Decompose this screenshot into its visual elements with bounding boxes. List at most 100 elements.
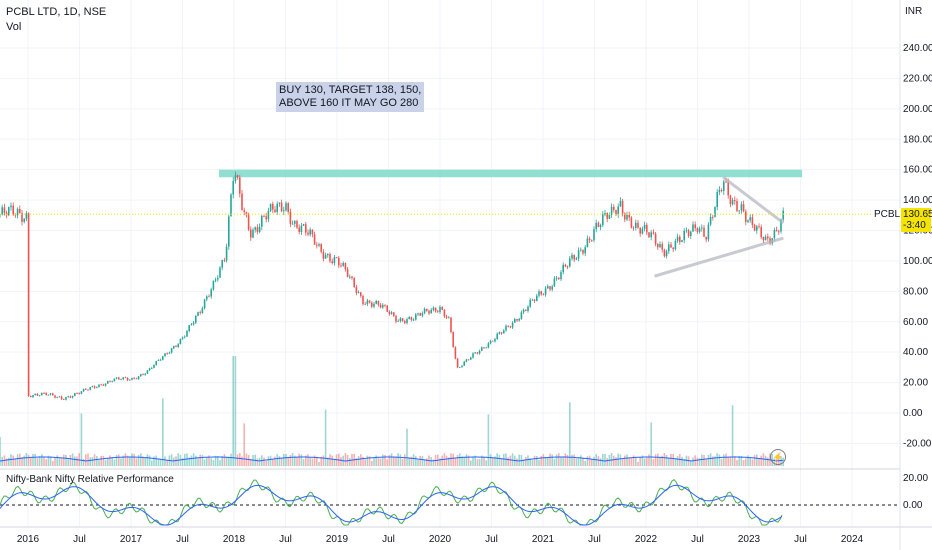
- volume-bar: [300, 454, 303, 466]
- volume-bar: [738, 455, 740, 466]
- volume-bar: [177, 453, 179, 466]
- triangle-lower-line[interactable]: [654, 236, 784, 278]
- candle-body: [294, 221, 296, 224]
- candle-body: [25, 213, 28, 219]
- volume-bar: [692, 457, 694, 466]
- volume-bar: [217, 456, 219, 466]
- volume-bar: [331, 455, 333, 466]
- candle-body: [588, 238, 591, 240]
- candle-body: [665, 251, 668, 257]
- symbol-title[interactable]: PCBL LTD, 1D, NSE: [6, 6, 107, 18]
- candle-body: [668, 244, 670, 252]
- candle-body: [140, 374, 142, 377]
- indicator-axis[interactable]: 20.00 0.00: [903, 473, 928, 511]
- candle-body: [597, 222, 600, 228]
- x-tick-label: Jul: [73, 534, 86, 545]
- volume-bar: [626, 454, 628, 466]
- volume-bar: [681, 456, 683, 466]
- candle-body: [157, 360, 160, 361]
- volume-bar: [76, 456, 78, 466]
- candle-body: [555, 277, 558, 279]
- volume-bar: [54, 457, 56, 466]
- candle-body: [426, 308, 428, 311]
- volume-bar: [153, 456, 155, 466]
- y-tick-label: 140.00: [903, 195, 932, 206]
- candle-body: [626, 214, 628, 220]
- volume-bar: [225, 456, 228, 466]
- indicator-line-blue: [0, 484, 783, 526]
- candle-body: [1, 207, 3, 215]
- candle-body: [210, 289, 212, 297]
- candle-body: [478, 350, 481, 354]
- candle-body: [241, 193, 243, 211]
- candle-body: [228, 216, 230, 247]
- candle-body: [208, 296, 210, 298]
- volume-bar: [131, 453, 133, 466]
- candle-body: [780, 219, 782, 232]
- volume-bar: [327, 457, 329, 466]
- x-tick-label: Jul: [794, 534, 807, 545]
- volume-bar: [419, 455, 421, 466]
- x-tick-label: 2020: [429, 534, 452, 545]
- volume-bar: [203, 459, 206, 466]
- candle-body: [399, 318, 402, 321]
- volume-bar: [14, 459, 17, 466]
- volume-bar: [201, 454, 204, 466]
- volume-bar: [1, 456, 3, 466]
- candle-body: [203, 299, 206, 309]
- candle-body: [36, 393, 39, 396]
- candle-body: [646, 224, 648, 233]
- volume-label[interactable]: Vol: [6, 21, 22, 33]
- candle-body: [179, 338, 182, 345]
- volume-bar: [170, 454, 173, 466]
- volume-bar: [547, 457, 549, 466]
- volume-bar: [126, 455, 129, 466]
- candle-body: [701, 227, 703, 229]
- volume-bar: [0, 437, 1, 466]
- volume-bar: [318, 461, 320, 466]
- candle-body: [654, 233, 657, 244]
- candle-body: [250, 229, 252, 238]
- volume-bar: [294, 455, 296, 466]
- candle-body: [272, 203, 274, 210]
- trade-annotation[interactable]: BUY 130, TARGET 138, 150, ABOVE 160 IT M…: [276, 82, 425, 112]
- candle-body: [386, 305, 388, 312]
- volume-bar: [723, 454, 725, 466]
- volume-bar: [712, 456, 714, 466]
- lightning-icon[interactable]: ⚡: [770, 449, 786, 465]
- x-tick-label: 2024: [841, 534, 864, 545]
- y-tick-label: 100.00: [903, 256, 932, 267]
- candle-body: [38, 395, 41, 397]
- indicator-label[interactable]: Nifty-Bank Nifty Relative Performance: [6, 474, 174, 485]
- volume-bar: [377, 457, 380, 466]
- candle-body: [679, 236, 681, 243]
- candle-body: [58, 396, 61, 398]
- candle-body: [692, 224, 694, 232]
- price-axis[interactable]: 240.00220.00200.00180.00160.00140.00120.…: [903, 43, 932, 449]
- candle-body: [335, 257, 338, 258]
- candle-body: [544, 288, 547, 295]
- annotation-line-2: ABOVE 160 IT MAY GO 280: [279, 97, 419, 109]
- candle-body: [492, 340, 494, 342]
- triangle-upper-line[interactable]: [722, 176, 785, 225]
- volume-bar: [192, 453, 195, 466]
- volume-bar: [120, 458, 122, 466]
- candle-body: [30, 396, 32, 398]
- volume-bar: [379, 458, 382, 466]
- volume-bar: [56, 455, 58, 466]
- candle-body: [520, 312, 523, 319]
- candle-body: [170, 348, 173, 353]
- candle-body: [327, 253, 329, 256]
- volume-bar: [430, 457, 432, 466]
- volume-bars: [0, 356, 784, 466]
- volume-bar: [654, 454, 657, 466]
- candle-body: [703, 227, 705, 237]
- volume-bar: [674, 458, 677, 466]
- volume-bar: [122, 455, 124, 466]
- candle-body: [265, 216, 267, 220]
- candle-body: [300, 225, 303, 232]
- volume-bar: [707, 454, 710, 466]
- time-axis[interactable]: 2016 Jul 2017 Jul 2018 Jul 2019 Jul 2020 Jul 2021 J…: [17, 534, 864, 545]
- candle-body: [276, 203, 278, 213]
